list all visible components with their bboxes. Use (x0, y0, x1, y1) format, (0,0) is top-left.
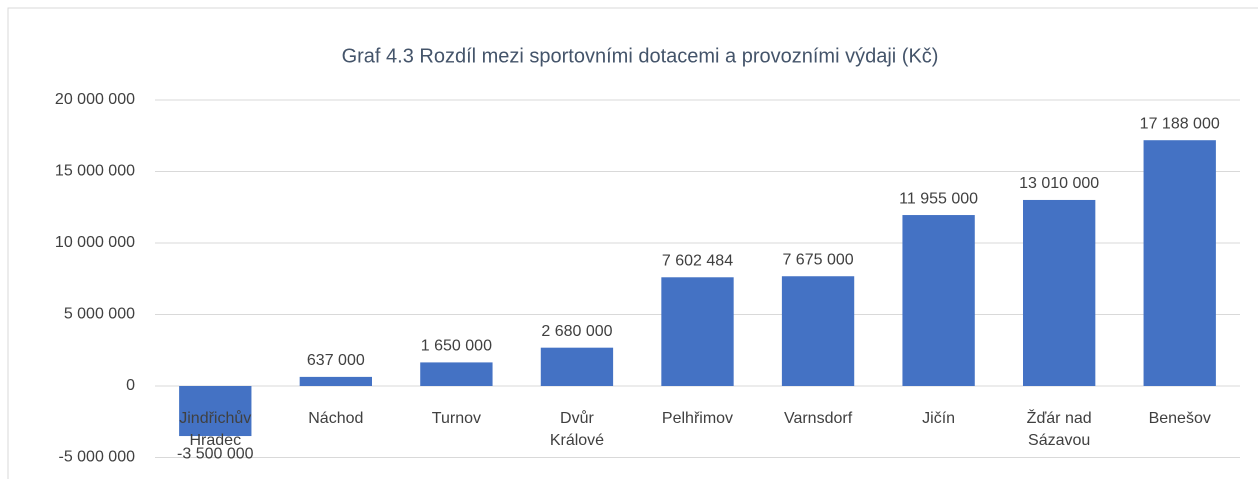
x-tick-label: Pelhřimov (662, 410, 733, 427)
data-label: 13 010 000 (1019, 175, 1099, 192)
x-tick-label: Varnsdorf (784, 410, 853, 427)
y-tick-label: 5 000 000 (64, 306, 135, 323)
x-tick-label: Náchod (308, 410, 363, 427)
data-label: 637 000 (307, 352, 365, 369)
y-tick-label: 10 000 000 (55, 234, 135, 251)
y-tick-label: 0 (126, 377, 135, 394)
y-tick-label: -5 000 000 (58, 449, 135, 466)
y-tick-label: 15 000 000 (55, 163, 135, 180)
data-label: 17 188 000 (1140, 115, 1220, 132)
data-label: 7 602 484 (662, 253, 733, 270)
bar (299, 376, 372, 386)
x-tick-label: Benešov (1149, 410, 1211, 427)
bar (179, 386, 252, 437)
x-tick-label: Žďár nad Sázavou (1027, 408, 1092, 449)
bar (781, 276, 855, 386)
data-label: 2 680 000 (541, 323, 612, 340)
bar (420, 362, 493, 386)
chart-title: Graf 4.3 Rozdíl mezi sportovními dotacem… (342, 45, 939, 67)
x-tick-label: Jindřichův Hradec (179, 409, 251, 449)
x-tick-label: Dvůr Králové (550, 409, 604, 449)
bar (540, 347, 614, 386)
data-label: 11 955 000 (899, 190, 978, 207)
x-tick-label: Turnov (432, 410, 481, 427)
bar (1143, 140, 1216, 386)
y-tick-label: 20 000 000 (55, 91, 135, 108)
data-label: 1 650 000 (421, 338, 492, 355)
x-tick-label: Jičín (922, 410, 955, 427)
bar (902, 215, 975, 386)
bar (1023, 199, 1096, 386)
data-label: 7 675 000 (782, 251, 853, 268)
bar (661, 277, 734, 386)
data-label: -3 500 000 (177, 445, 254, 462)
